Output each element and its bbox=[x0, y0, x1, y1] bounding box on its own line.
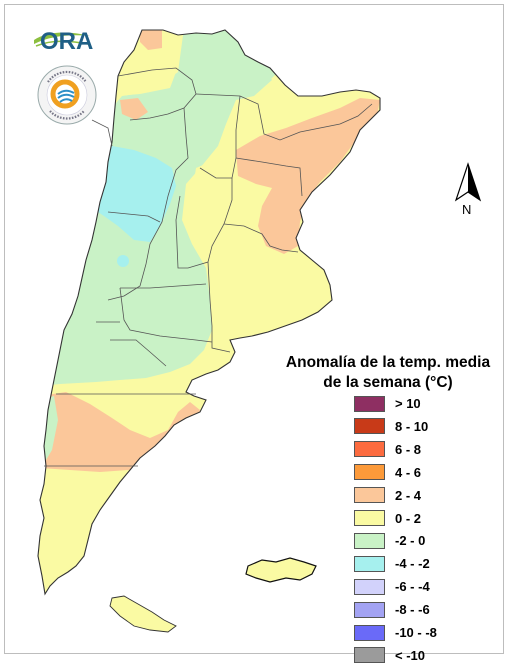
legend-item: -2 - 0 bbox=[354, 532, 425, 549]
legend-item: -6 - -4 bbox=[354, 578, 430, 595]
legend-item: > 10 bbox=[354, 395, 421, 412]
legend-label: 0 - 2 bbox=[395, 510, 422, 526]
legend-swatch bbox=[354, 395, 385, 412]
legend-label: -4 - -2 bbox=[395, 556, 430, 572]
legend-item: < -10 bbox=[354, 647, 425, 664]
legend-swatch bbox=[354, 578, 385, 595]
legend-item: -4 - -2 bbox=[354, 555, 430, 572]
legend-title-line1: Anomalía de la temp. media bbox=[285, 354, 491, 371]
legend-item: 2 - 4 bbox=[354, 487, 421, 504]
legend-item: 6 - 8 bbox=[354, 441, 421, 458]
legend-label: > 10 bbox=[395, 396, 421, 411]
legend-item: 0 - 2 bbox=[354, 510, 421, 527]
legend-swatch bbox=[354, 418, 385, 435]
map-frame bbox=[4, 4, 504, 654]
ora-logo-swoosh bbox=[34, 32, 90, 47]
north-arrow-icon bbox=[454, 162, 482, 202]
legend-label: -8 - -6 bbox=[395, 602, 430, 618]
legend-swatch bbox=[354, 532, 385, 549]
zone-0-2-center bbox=[188, 156, 244, 262]
legend-item: 8 - 10 bbox=[354, 418, 428, 435]
smn-seal-logo bbox=[37, 65, 97, 125]
legend-swatch bbox=[354, 510, 385, 526]
legend-swatch bbox=[354, 647, 385, 664]
legend-swatch bbox=[354, 487, 385, 504]
province-borders bbox=[44, 67, 373, 467]
legend-label: -6 - -4 bbox=[395, 579, 430, 595]
legend-label: 8 - 10 bbox=[395, 418, 429, 434]
north-letter: N bbox=[462, 202, 472, 217]
zone-2-4-north-spot2 bbox=[120, 98, 148, 120]
ora-logo-text: ORA bbox=[40, 28, 94, 55]
zone-minus4-minus2-spot bbox=[117, 255, 129, 267]
legend-label: -10 - -8 bbox=[395, 625, 437, 640]
legend-swatch bbox=[354, 601, 385, 618]
legend-label: < -10 bbox=[395, 647, 425, 663]
legend-item: -10 - -8 bbox=[354, 624, 437, 641]
tierra-del-fuego bbox=[109, 595, 177, 633]
legend-title-line2: de la semana (°C) bbox=[323, 374, 453, 391]
legend-swatch bbox=[354, 624, 385, 641]
legend-label: 2 - 4 bbox=[395, 487, 422, 503]
legend-swatch bbox=[354, 441, 385, 458]
legend-item: -8 - -6 bbox=[354, 601, 430, 618]
legend-label: -2 - 0 bbox=[395, 533, 426, 549]
legend-item: 4 - 6 bbox=[354, 464, 421, 481]
legend-swatch bbox=[354, 555, 385, 572]
legend-label: 6 - 8 bbox=[395, 441, 422, 457]
malvinas-islands bbox=[245, 557, 317, 583]
legend-swatch bbox=[354, 464, 385, 481]
legend-label: 4 - 6 bbox=[395, 464, 422, 480]
legend-title: Anomalía de la temp. media de la semana … bbox=[283, 353, 493, 393]
zone-2-4-north-spot1 bbox=[140, 30, 162, 50]
